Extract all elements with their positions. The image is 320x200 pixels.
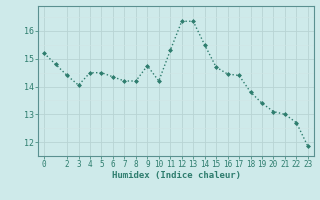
X-axis label: Humidex (Indice chaleur): Humidex (Indice chaleur) — [111, 171, 241, 180]
